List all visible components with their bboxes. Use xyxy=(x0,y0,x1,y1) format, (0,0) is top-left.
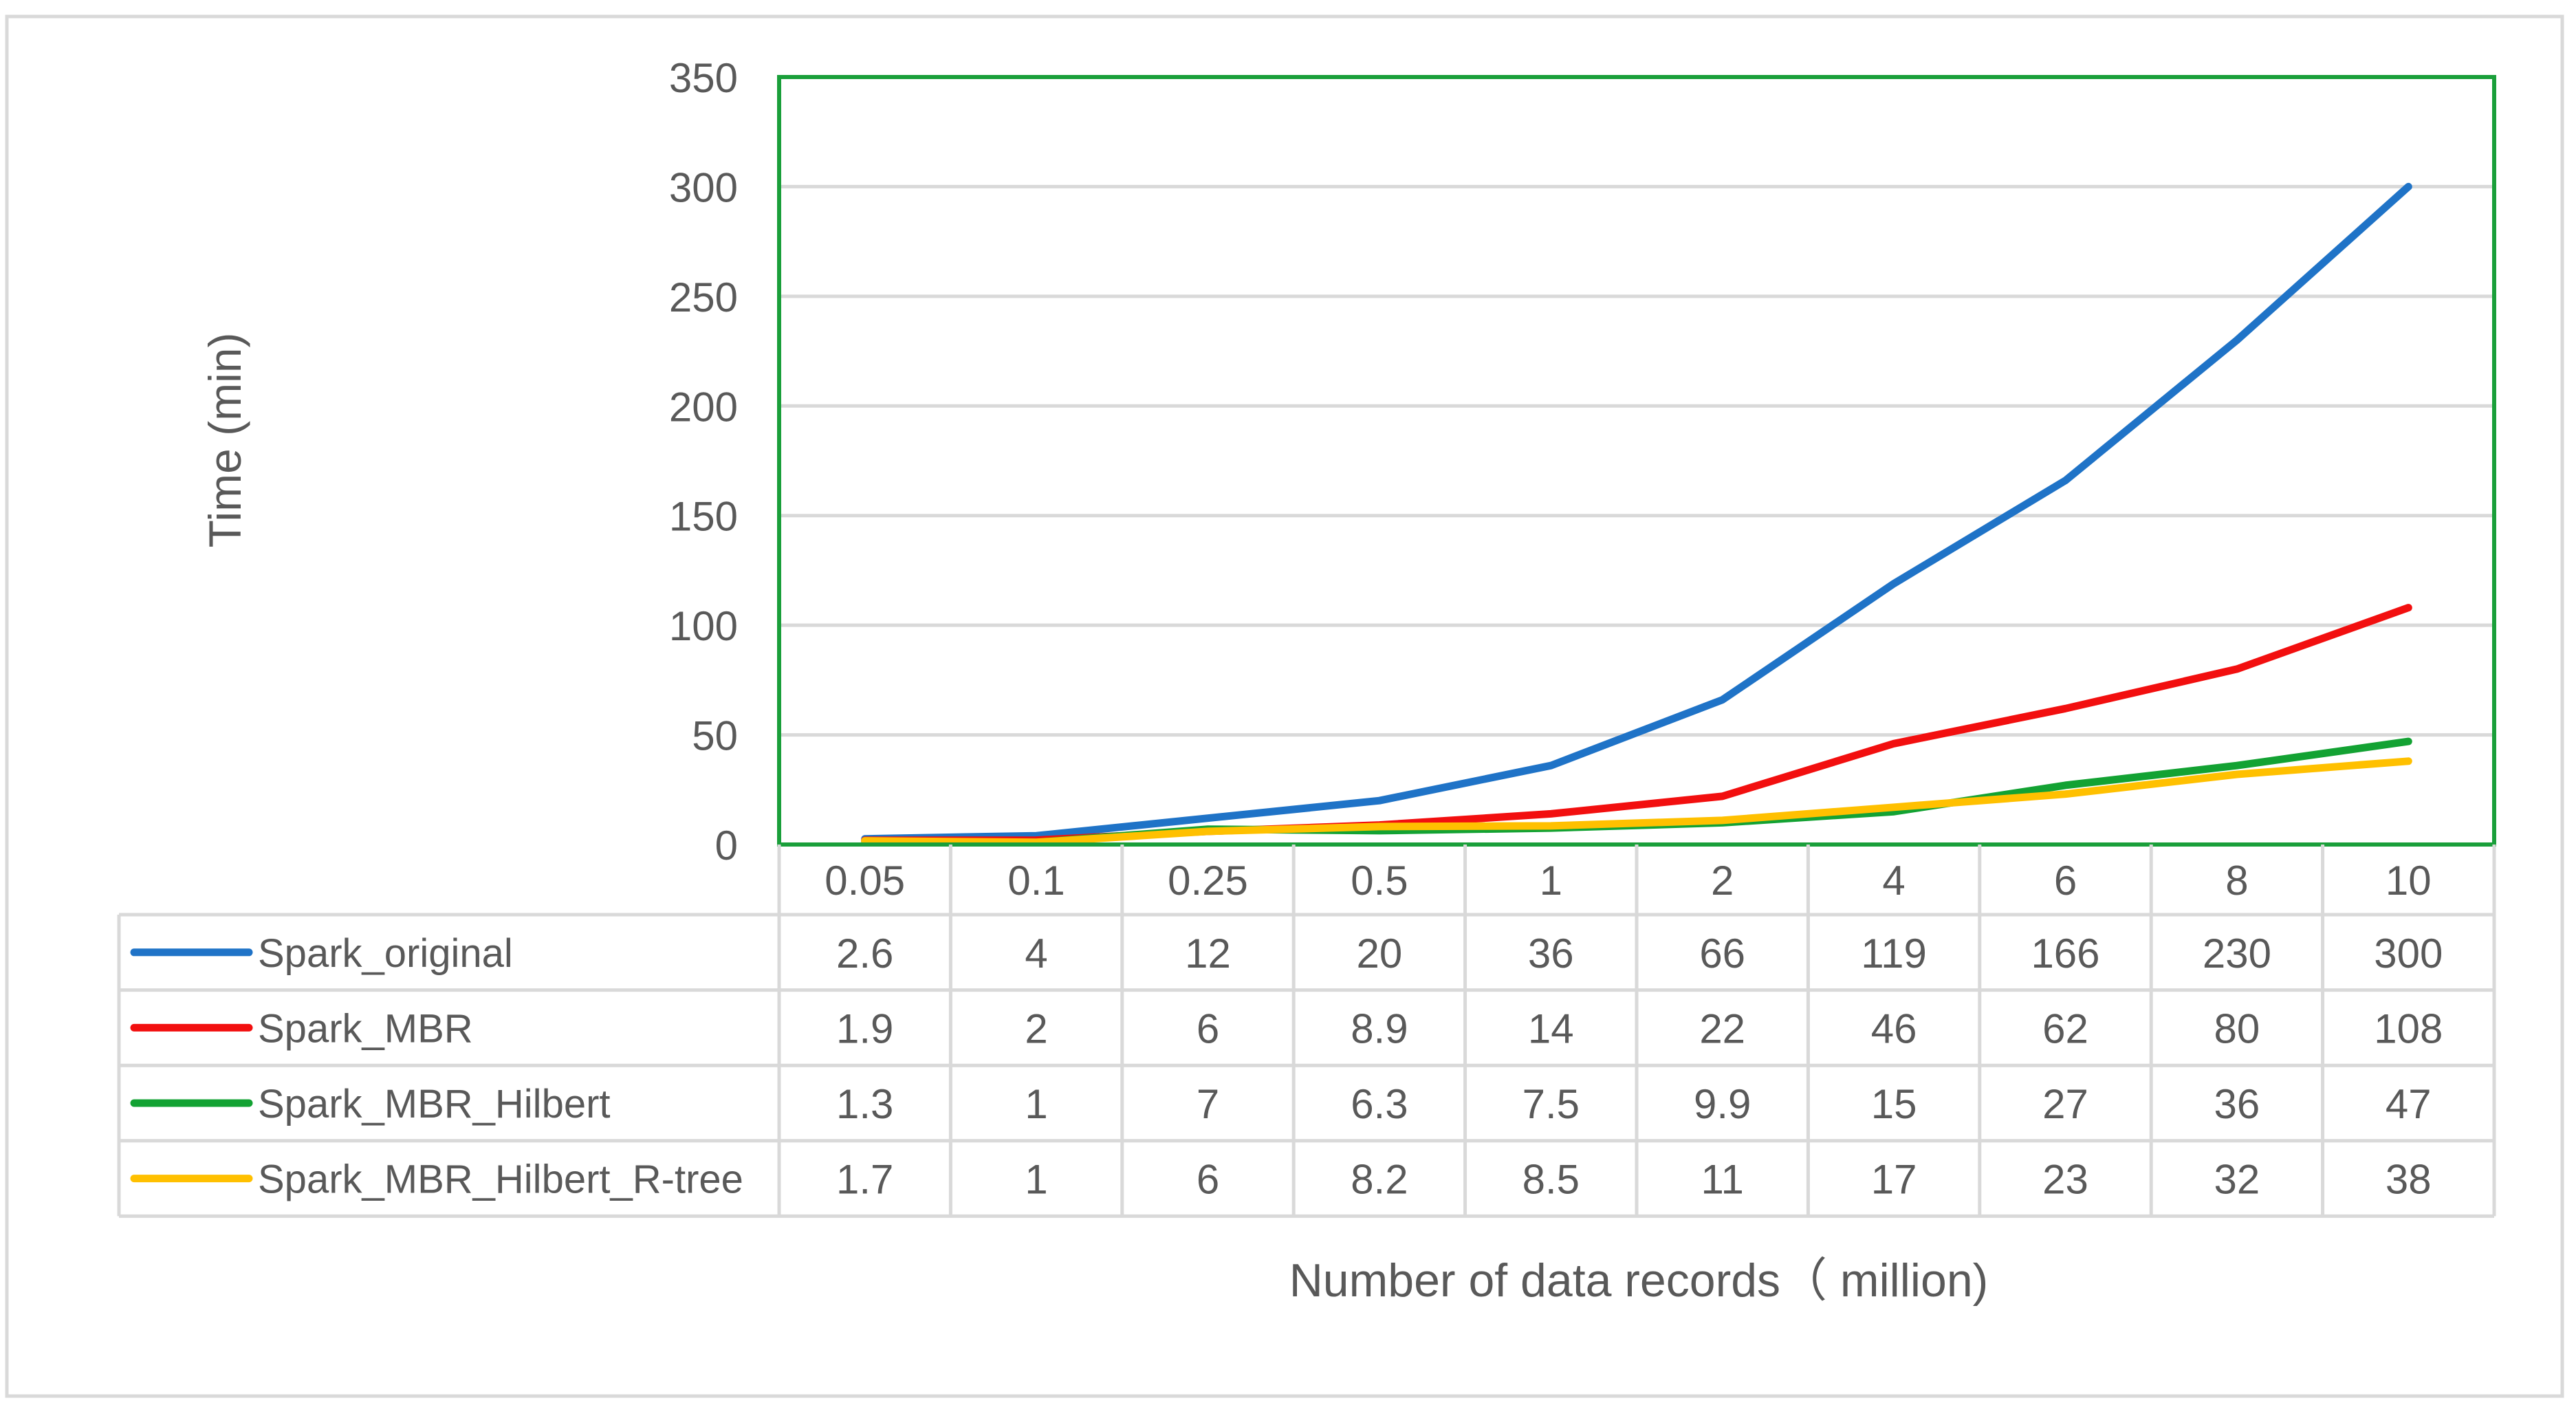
data-label: 1 xyxy=(1025,1081,1047,1127)
data-label: 300 xyxy=(2374,930,2443,977)
data-label: 1.7 xyxy=(836,1157,893,1203)
data-label: 15 xyxy=(1871,1081,1917,1127)
y-tick-label: 150 xyxy=(669,494,738,540)
data-label: 8.2 xyxy=(1351,1157,1408,1203)
x-tick-label: 0.25 xyxy=(1168,858,1248,904)
x-tick-label: 4 xyxy=(1882,858,1905,904)
y-axis: 0 50 100 150 200 250 300 350 xyxy=(669,55,738,869)
y-tick-label: 300 xyxy=(669,164,738,210)
data-label: 27 xyxy=(2042,1081,2088,1127)
data-label: 66 xyxy=(1699,930,1745,977)
legend-label: Spark_MBR_Hilbert_R-tree xyxy=(258,1157,743,1202)
outer-frame xyxy=(5,14,2564,1398)
x-tick-label: 2 xyxy=(1711,858,1734,904)
data-label: 38 xyxy=(2386,1157,2432,1203)
data-label: 80 xyxy=(2214,1005,2260,1052)
x-tick-label: 6 xyxy=(2054,858,2077,904)
y-tick-label: 250 xyxy=(669,274,738,320)
series-line xyxy=(861,757,2412,847)
y-tick-label: 350 xyxy=(669,55,738,101)
x-tick-label: 8 xyxy=(2225,858,2248,904)
data-label: 6 xyxy=(1197,1005,1219,1052)
data-label: 4 xyxy=(1025,930,1047,977)
data-label: 23 xyxy=(2042,1157,2088,1203)
gridlines xyxy=(779,184,2494,737)
data-label: 166 xyxy=(2031,930,2099,977)
data-label: 12 xyxy=(1185,930,1231,977)
data-label: 22 xyxy=(1699,1005,1745,1052)
data-label: 2 xyxy=(1025,1005,1047,1052)
data-label: 9.9 xyxy=(1694,1081,1751,1127)
y-tick-label: 50 xyxy=(692,713,738,759)
x-tick-label: 0.5 xyxy=(1351,858,1408,904)
y-tick-label: 100 xyxy=(669,603,738,649)
data-label: 62 xyxy=(2042,1005,2088,1052)
data-label: 1.9 xyxy=(836,1005,893,1052)
data-label: 6 xyxy=(1197,1157,1219,1203)
x-tick-label: 0.1 xyxy=(1007,858,1065,904)
data-label: 8.5 xyxy=(1522,1157,1580,1203)
data-label: 47 xyxy=(2386,1081,2432,1127)
x-tick-label: 1 xyxy=(1540,858,1562,904)
data-label: 11 xyxy=(1701,1157,1744,1203)
x-tick-label: 10 xyxy=(2386,858,2432,904)
legend-label: Spark_MBR_Hilbert xyxy=(258,1082,611,1126)
x-axis-title: Number of data records（ million) xyxy=(1289,1254,1989,1307)
data-label: 14 xyxy=(1528,1005,1574,1052)
data-label: 119 xyxy=(1861,930,1927,977)
x-tick-label: 0.05 xyxy=(825,858,905,904)
plot-series xyxy=(861,182,2412,847)
data-label: 1.3 xyxy=(836,1081,893,1127)
data-label: 6.3 xyxy=(1351,1081,1408,1127)
y-axis-title: Time (min) xyxy=(199,333,250,548)
data-label: 17 xyxy=(1871,1157,1917,1203)
data-label: 8.9 xyxy=(1351,1005,1408,1052)
series-line xyxy=(861,182,2412,843)
data-label: 20 xyxy=(1357,930,1403,977)
data-label: 1 xyxy=(1025,1157,1047,1203)
legend-label: Spark_original xyxy=(258,931,513,976)
y-tick-label: 200 xyxy=(669,384,738,430)
data-label: 7 xyxy=(1197,1081,1219,1127)
data-label: 7.5 xyxy=(1522,1081,1580,1127)
data-label: 36 xyxy=(1528,930,1574,977)
data-label: 36 xyxy=(2214,1081,2260,1127)
data-label: 108 xyxy=(2374,1005,2443,1052)
data-label: 230 xyxy=(2203,930,2271,977)
data-label: 32 xyxy=(2214,1157,2260,1203)
data-label: 2.6 xyxy=(836,930,893,977)
legend-label: Spark_MBR xyxy=(258,1006,473,1051)
y-tick-label: 0 xyxy=(715,823,738,869)
data-label: 46 xyxy=(1871,1005,1917,1052)
